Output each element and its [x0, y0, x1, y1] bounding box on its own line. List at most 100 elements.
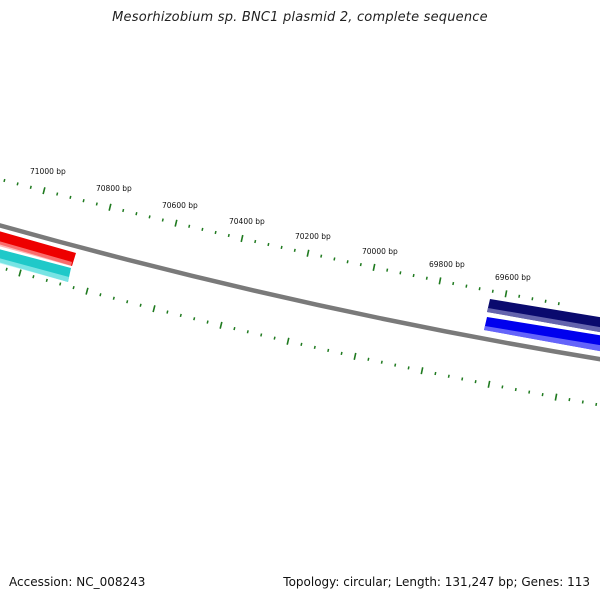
outer-ruler-minor-tick — [148, 215, 151, 219]
outer-ruler-minor-tick — [333, 257, 336, 261]
gene-red[interactable] — [0, 230, 76, 266]
outer-ruler-minor-tick — [320, 254, 323, 258]
accession-label: Accession: NC_008243 — [9, 575, 146, 589]
outer-ruler-minor-tick — [518, 294, 521, 298]
outer-ruler-minor-tick — [82, 199, 85, 203]
outer-ruler-minor-tick — [544, 299, 547, 303]
inner-ruler-minor-tick — [206, 320, 209, 324]
inner-ruler-minor-tick — [340, 351, 343, 356]
tick-label-group: 71000 bp 70800 bp 70600 bp 70400 bp 70200 bp… — [30, 167, 531, 282]
outer-ruler-minor-tick — [359, 262, 362, 267]
inner-ruler-minor-tick — [233, 326, 236, 331]
outer-ruler-major-tick — [174, 219, 178, 227]
outer-ruler-minor-tick — [135, 212, 138, 216]
inner-ruler-minor-tick — [72, 285, 75, 290]
outer-ruler-minor-tick — [227, 233, 230, 238]
outer-ruler-minor-tick — [3, 178, 6, 183]
outer-ruler-minor-tick — [399, 271, 402, 275]
outer-ruler-minor-tick — [425, 276, 428, 280]
inner-ruler-major-tick — [554, 393, 558, 401]
outer-ruler-minor-tick — [56, 192, 59, 196]
outer-ruler-minor-tick — [557, 302, 560, 306]
outer-ruler-major-tick — [42, 187, 46, 195]
inner-ruler-minor-tick — [514, 387, 517, 392]
outer-ruler-minor-tick — [69, 195, 72, 200]
inner-ruler-minor-tick — [126, 300, 129, 304]
inner-ruler-minor-tick — [327, 348, 330, 353]
outer-ruler-minor-tick — [412, 273, 415, 278]
inner-ruler-minor-tick — [581, 400, 584, 404]
inner-ruler-minor-tick — [407, 366, 410, 370]
inner-ruler-minor-tick — [273, 336, 276, 340]
inner-ruler-minor-tick — [193, 317, 196, 321]
outer-ruler-minor-tick — [465, 284, 468, 288]
inner-ruler-minor-tick — [260, 333, 263, 337]
inner-ruler-major-tick — [286, 337, 290, 345]
map-title: Mesorhizobium sp. BNC1 plasmid 2, comple… — [112, 10, 488, 25]
outer-ruler-minor-tick — [267, 242, 270, 247]
inner-ruler-minor-tick — [112, 296, 115, 300]
inner-ruler-minor-tick — [300, 342, 303, 346]
gene-blue[interactable] — [484, 317, 600, 352]
outer-ruler-minor-tick — [161, 218, 164, 222]
outer-ruler-minor-tick — [478, 287, 481, 291]
inner-ruler-major-tick — [152, 305, 156, 313]
inner-ruler-minor-tick — [166, 310, 169, 314]
inner-ruler-minor-tick — [380, 360, 383, 364]
inner-ruler-minor-tick — [595, 402, 598, 407]
inner-ruler-major-tick — [85, 287, 89, 295]
outer-ruler-minor-tick — [214, 230, 217, 235]
gene-navy[interactable] — [487, 299, 600, 333]
inner-ruler-minor-tick — [246, 330, 249, 334]
ruler-label: 69600 bp — [495, 273, 531, 282]
outer-ruler-minor-tick — [280, 245, 283, 250]
sequence-backbone — [0, 223, 600, 362]
inner-ruler-major-tick — [18, 269, 22, 277]
ruler-label: 70800 bp — [96, 184, 132, 193]
inner-ruler-minor-tick — [99, 293, 102, 297]
inner-ruler-major-tick — [219, 321, 223, 329]
gene-cyan[interactable] — [0, 248, 71, 282]
outer-tick-ruler — [3, 178, 560, 306]
ruler-label: 70400 bp — [229, 217, 265, 226]
inner-ruler-minor-tick — [568, 397, 571, 402]
outer-ruler-minor-tick — [201, 227, 204, 232]
sequence-stats: Topology: circular; Length: 131,247 bp; … — [283, 575, 590, 589]
inner-ruler-minor-tick — [32, 275, 35, 279]
inner-tick-ruler — [5, 267, 598, 407]
outer-ruler-major-tick — [504, 290, 508, 298]
ruler-label: 71000 bp — [30, 167, 66, 176]
outer-ruler-major-tick — [306, 249, 310, 257]
inner-ruler-minor-tick — [179, 313, 182, 318]
outer-ruler-minor-tick — [29, 185, 32, 189]
ruler-label: 70200 bp — [295, 232, 331, 241]
inner-ruler-minor-tick — [541, 393, 544, 397]
inner-ruler-minor-tick — [528, 390, 531, 394]
outer-ruler-minor-tick — [452, 281, 455, 286]
inner-ruler-minor-tick — [434, 371, 437, 376]
outer-ruler-major-tick — [108, 203, 112, 211]
inner-ruler-minor-tick — [45, 278, 48, 283]
inner-ruler-minor-tick — [367, 357, 370, 361]
inner-ruler-major-tick — [487, 380, 491, 388]
outer-ruler-minor-tick — [293, 248, 296, 252]
outer-ruler-minor-tick — [16, 182, 19, 186]
inner-ruler-major-tick — [420, 367, 424, 375]
outer-ruler-major-tick — [240, 234, 244, 243]
inner-ruler-minor-tick — [474, 380, 477, 384]
inner-ruler-minor-tick — [394, 363, 397, 367]
outer-ruler-minor-tick — [491, 289, 494, 293]
outer-ruler-minor-tick — [386, 268, 389, 272]
inner-ruler-minor-tick — [313, 345, 316, 350]
inner-ruler-minor-tick — [501, 385, 504, 389]
inner-ruler-minor-tick — [5, 267, 8, 271]
outer-ruler-minor-tick — [531, 297, 534, 301]
outer-ruler-minor-tick — [95, 202, 98, 206]
inner-ruler-major-tick — [353, 352, 357, 360]
inner-ruler-minor-tick — [59, 282, 62, 286]
inner-ruler-minor-tick — [447, 374, 450, 378]
inner-ruler-minor-tick — [139, 303, 142, 307]
ruler-label: 70600 bp — [162, 201, 198, 210]
outer-ruler-minor-tick — [346, 260, 349, 264]
